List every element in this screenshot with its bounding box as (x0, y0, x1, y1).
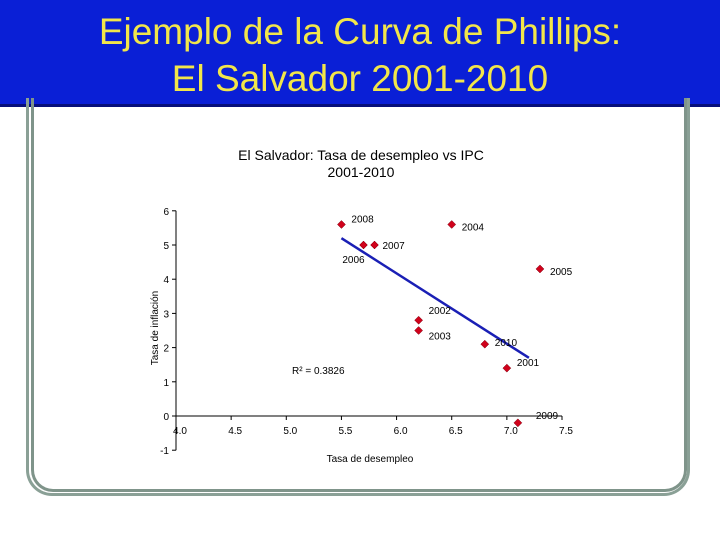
chart-axes: -1 0 1 2 3 4 5 6 4.0 4.5 5.0 5.5 6.0 6.5 7.0 7.5 (160, 207, 573, 457)
x-tick-label: 4.5 (228, 426, 242, 437)
data-point-marker (535, 264, 545, 274)
y-tick-label: 4 (163, 275, 169, 286)
x-tick-label: 6.0 (394, 426, 408, 437)
data-point-label: 2003 (429, 332, 452, 343)
data-point-label: 2002 (429, 306, 452, 317)
data-point-marker (414, 326, 423, 335)
trendline-group (340, 237, 530, 359)
title-banner: Ejemplo de la Curva de Phillips: El Salv… (0, 0, 720, 107)
data-point-marker (513, 418, 523, 428)
slide-title: Ejemplo de la Curva de Phillips: El Salv… (0, 8, 720, 102)
data-point-label: 2006 (342, 255, 365, 266)
x-tick-label: 5.5 (338, 426, 352, 437)
data-point-label: 2009 (536, 411, 559, 422)
data-point-marker (447, 220, 457, 229)
x-tick-label: 7.0 (504, 426, 518, 437)
y-tick-label: 0 (163, 412, 169, 423)
data-point-marker (502, 363, 512, 373)
data-point-label: 2001 (517, 358, 540, 369)
data-point-marker (414, 315, 423, 325)
x-axis-label: Tasa de desempleo (327, 454, 414, 465)
data-point-label: 2004 (462, 222, 485, 233)
data-point-marker (337, 220, 346, 229)
x-tick-label: 4.0 (173, 426, 187, 437)
data-point-label: 2005 (550, 267, 573, 278)
y-tick-label: 5 (163, 241, 169, 252)
y-tick-label: 6 (163, 207, 169, 218)
y-tick-label: 3 (163, 309, 169, 320)
data-point-label: 2007 (383, 241, 406, 252)
x-tick-label: 5.0 (283, 426, 297, 437)
y-tick-label: 1 (163, 378, 169, 389)
data-point-label: 2010 (495, 338, 518, 349)
data-point-label: 2008 (351, 214, 374, 225)
slide-title-line2: El Salvador 2001-2010 (171, 58, 549, 99)
data-points-group: 2001 2002 2003 2004 2005 2006 2007 2008 2009 2010 (337, 214, 573, 428)
slide-title-line1: Ejemplo de la Curva de Phillips: (98, 11, 622, 52)
x-tick-label: 7.5 (559, 426, 573, 437)
data-point-marker (359, 240, 368, 250)
r-squared-label: R² = 0.3826 (292, 366, 345, 377)
chart-subtitle: 2001-2010 (328, 164, 395, 180)
y-axis-label: Tasa de inflación (150, 291, 161, 366)
y-tick-label: -1 (160, 446, 169, 457)
y-tick-label: 2 (163, 344, 169, 355)
content-frame-shadow (26, 98, 690, 496)
chart-title: El Salvador: Tasa de desempleo vs IPC (238, 147, 484, 163)
content-frame (31, 98, 687, 492)
x-tick-label: 6.5 (449, 426, 463, 437)
trendline (340, 237, 530, 359)
data-point-marker (370, 240, 379, 250)
data-point-marker (480, 339, 490, 349)
